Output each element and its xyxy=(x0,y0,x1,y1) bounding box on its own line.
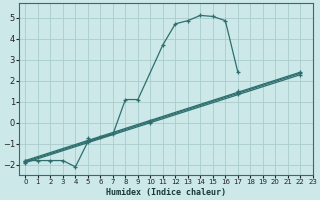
X-axis label: Humidex (Indice chaleur): Humidex (Indice chaleur) xyxy=(106,188,226,197)
